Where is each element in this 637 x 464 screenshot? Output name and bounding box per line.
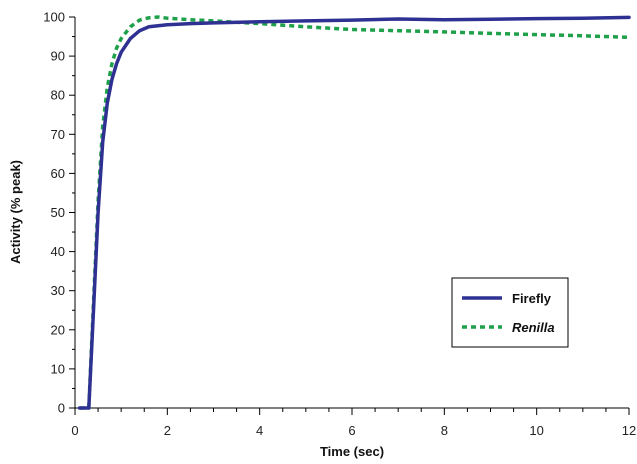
y-tick-label: 0 <box>58 401 65 416</box>
x-tick-label: 0 <box>71 423 78 438</box>
x-tick-label: 12 <box>622 423 636 438</box>
x-axis-title: Time (sec) <box>320 444 384 459</box>
legend-box <box>451 277 569 348</box>
y-tick-label: 40 <box>51 244 65 259</box>
y-tick-label: 20 <box>51 322 65 337</box>
x-tick-label: 10 <box>529 423 543 438</box>
y-axis-title: Activity (% peak) <box>8 160 23 264</box>
axes: 0 10 20 30 40 50 60 70 80 90 100 0 2 4 6 8 10 12 <box>43 10 636 439</box>
x-tick-label: 8 <box>441 423 448 438</box>
y-tick-label: 30 <box>51 283 65 298</box>
y-tick-label: 10 <box>51 361 65 376</box>
legend: Firefly Renilla <box>451 277 569 348</box>
y-tick-label: 100 <box>43 10 65 25</box>
series-line-firefly <box>77 15 631 410</box>
x-tick-label: 2 <box>164 423 171 438</box>
y-tick-label: 80 <box>51 88 65 103</box>
legend-label-renilla: Renilla <box>512 320 555 335</box>
series-layer <box>77 15 631 410</box>
y-tick-label: 60 <box>51 166 65 181</box>
y-tick-label: 90 <box>51 49 65 64</box>
x-tick-label: 6 <box>348 423 355 438</box>
x-tick-label: 4 <box>256 423 263 438</box>
legend-label-firefly: Firefly <box>512 291 552 306</box>
y-tick-label: 70 <box>51 127 65 142</box>
series-line-renilla <box>79 15 630 410</box>
y-tick-label: 50 <box>51 205 65 220</box>
